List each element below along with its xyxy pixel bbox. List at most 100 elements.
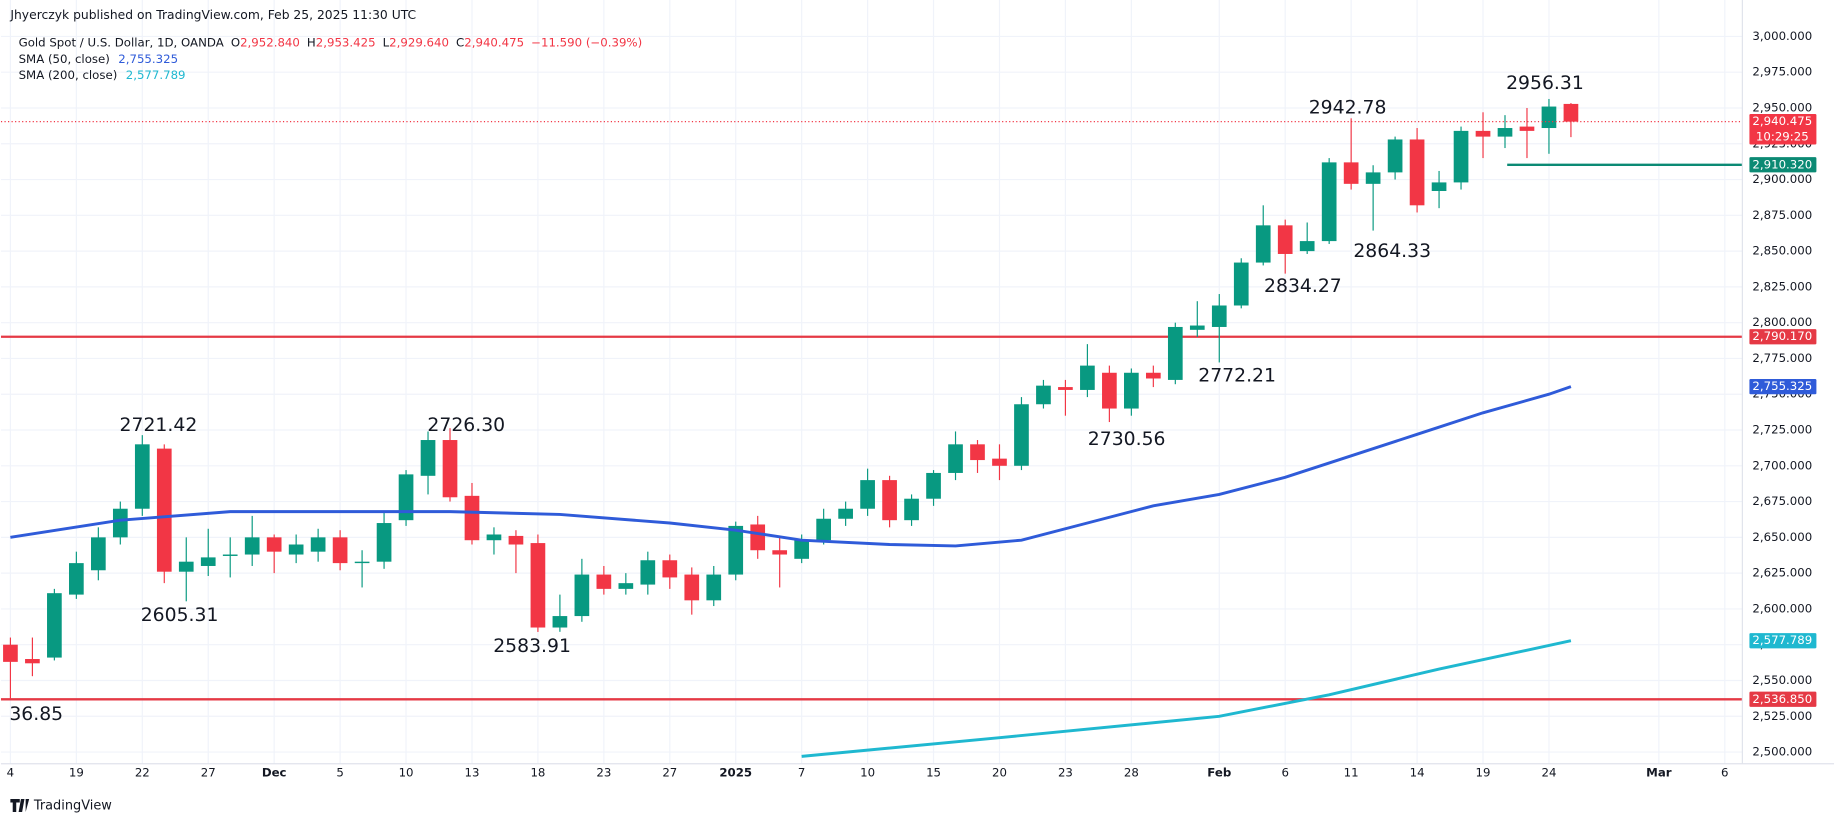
price-annotation: 2730.56	[1088, 429, 1166, 450]
candle-body	[772, 550, 788, 555]
x-tick-label: 6	[1281, 766, 1288, 780]
axes: 2,500.0002,525.0002,550.0002,575.0002,60…	[7, 29, 1817, 780]
x-tick-label: 5	[336, 766, 343, 780]
y-tick-label: 2,625.000	[1752, 566, 1812, 580]
y-tick-label: 2,500.000	[1752, 745, 1812, 759]
price-annotation: 2605.31	[141, 605, 219, 626]
y-tick-label: 2,975.000	[1752, 65, 1812, 79]
x-tick-label: 4	[7, 766, 14, 780]
x-tick-label: 7	[798, 766, 805, 780]
candle-body	[156, 448, 172, 572]
level-badge-bg	[1749, 329, 1817, 345]
level-badge-bg	[1749, 691, 1817, 707]
candle-body	[684, 574, 700, 601]
candle-body	[1145, 372, 1161, 379]
price-annotation: 2726.30	[427, 415, 505, 436]
legend-name: SMA (50, close)	[19, 51, 110, 65]
candle-body	[3, 644, 18, 662]
candle-body	[1321, 162, 1337, 242]
y-tick-label: 3,000.000	[1752, 29, 1812, 43]
candle-body	[90, 537, 106, 571]
sma-badge-bg	[1749, 633, 1817, 649]
x-tick-label: 13	[465, 766, 480, 780]
legend-value: 2,577.789	[126, 68, 186, 82]
quote-value: 2,929.640	[389, 35, 449, 49]
x-tick-label: 27	[201, 766, 216, 780]
level-badge: 2,790.170	[1752, 329, 1812, 343]
sma50-legend: SMA (50, close) 2,755.325	[19, 51, 178, 65]
y-tick-label: 2,950.000	[1752, 100, 1812, 114]
y-tick-label: 2,525.000	[1752, 709, 1812, 723]
candle-body	[1080, 365, 1095, 390]
candle-body	[838, 508, 853, 519]
brand: TradingView	[10, 799, 112, 814]
symbol-name: Gold Spot / U.S. Dollar, 1D, OANDA	[19, 35, 224, 49]
candle-body	[310, 537, 326, 552]
x-tick-label: 23	[1058, 766, 1073, 780]
candle-body	[992, 458, 1007, 466]
x-tick-label: 28	[1124, 766, 1139, 780]
y-tick-label: 2,550.000	[1752, 673, 1812, 687]
x-tick-label: 15	[926, 766, 941, 780]
y-tick-label: 2,600.000	[1752, 601, 1812, 615]
quote-value: 2,940.475	[464, 35, 524, 49]
price-annotation: 36.85	[9, 704, 63, 725]
candle-body	[1409, 139, 1425, 206]
x-tick-label: 2025	[719, 766, 752, 780]
candle-body	[1167, 326, 1183, 380]
y-tick-label: 2,650.000	[1752, 530, 1812, 544]
symbol-legend: Gold Spot / U.S. Dollar, 1D, OANDA O2,952…	[19, 35, 643, 49]
quote-change: −11.590 (−0.39%)	[531, 35, 642, 49]
candle-body	[706, 574, 722, 601]
candle-body	[552, 616, 568, 628]
quote-key: O	[231, 35, 240, 49]
candle-body	[1453, 130, 1469, 183]
candle-body	[1014, 404, 1029, 466]
candle-body	[1189, 325, 1205, 330]
candle-body	[1497, 128, 1513, 137]
level-badge-bg	[1749, 157, 1817, 173]
sma200-legend: SMA (200, close) 2,577.789	[19, 68, 186, 82]
x-tick-label: 27	[662, 766, 677, 780]
legend-value: 2,755.325	[118, 51, 178, 65]
candle-body	[25, 659, 40, 664]
candle-body	[1343, 162, 1359, 184]
candle-body	[1036, 385, 1051, 405]
y-tick-label: 2,900.000	[1752, 172, 1812, 186]
y-tick-label: 2,675.000	[1752, 494, 1812, 508]
candle-body	[860, 480, 875, 509]
candle-body	[1102, 372, 1117, 409]
brand-logo	[10, 799, 30, 812]
candle-body	[530, 543, 546, 628]
candle-body	[1211, 305, 1227, 327]
price-annotation: 2834.27	[1264, 276, 1342, 297]
candle-body	[1277, 225, 1293, 254]
candle-body	[288, 544, 304, 555]
quote-key: L	[383, 35, 390, 49]
quote-key: C	[456, 35, 464, 49]
candle-body	[1255, 225, 1271, 263]
x-tick-label: 11	[1344, 766, 1359, 780]
last-price-badge-bg	[1749, 113, 1817, 145]
candle-body	[354, 561, 370, 564]
candle-body	[486, 534, 502, 541]
candle-body	[200, 557, 216, 566]
brand-name: TradingView	[33, 799, 112, 814]
y-tick-label: 2,700.000	[1752, 458, 1812, 472]
candle-body	[728, 525, 744, 575]
x-tick-label: 10	[860, 766, 875, 780]
candle-body	[596, 574, 612, 589]
candle-body	[816, 518, 831, 541]
candle-body	[970, 444, 985, 461]
candle-body	[47, 593, 62, 658]
legend-name: SMA (200, close)	[19, 68, 118, 82]
quote-key: H	[307, 35, 316, 49]
price-annotation: 2583.91	[493, 636, 571, 657]
candle-body	[662, 560, 678, 578]
sma-badge-bg	[1749, 378, 1817, 395]
x-tick-label: 23	[596, 766, 611, 780]
candle-body	[1475, 130, 1491, 137]
x-tick-label: Feb	[1207, 766, 1231, 780]
level-badge: 2,910.320	[1752, 157, 1812, 171]
